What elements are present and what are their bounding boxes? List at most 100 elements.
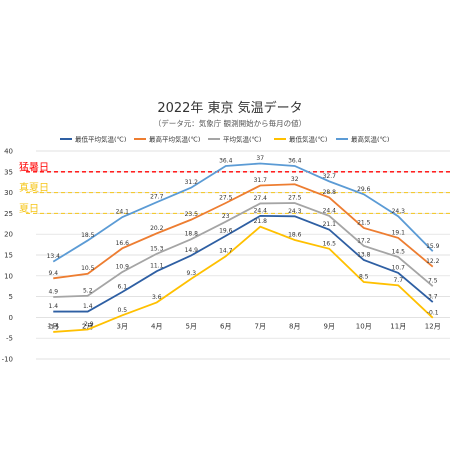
y-tick-label: 15 (4, 252, 13, 260)
legend-1-label: 最低平均気温(℃) (75, 135, 126, 144)
legend-4-label: 最低気温(℃) (289, 135, 327, 144)
data-label: 20.2 (150, 225, 164, 232)
data-label: 7.7 (393, 277, 403, 284)
data-label: 36.4 (288, 157, 302, 164)
data-label: 18.6 (288, 232, 302, 239)
data-label: 0.5 (117, 307, 127, 314)
data-label: 24.1 (116, 209, 130, 216)
data-label: 17.2 (357, 237, 371, 244)
data-label: 23.5 (185, 211, 199, 218)
x-tick-label: 10月 (356, 322, 372, 330)
data-label: 5.2 (83, 287, 93, 294)
data-label: 9.4 (48, 270, 58, 277)
data-label: 16.5 (323, 240, 337, 247)
data-label: 8.5 (359, 274, 369, 281)
data-label: 32 (291, 176, 299, 183)
data-label: 24.3 (392, 208, 406, 215)
data-label: 27.5 (288, 195, 302, 202)
x-tick-label: 11月 (390, 322, 406, 330)
reference-label-3: 夏日 (19, 203, 39, 215)
data-label: -0.1 (427, 309, 439, 316)
series-line-4 (53, 225, 434, 333)
data-label: 27.4 (254, 195, 268, 202)
data-label: 27.5 (219, 195, 233, 202)
y-tick-label: 5 (9, 293, 13, 301)
reference-label-1: 猛暑日 (19, 161, 49, 173)
data-label: 29.6 (357, 186, 371, 193)
chart-title: 2022年 東京 気温データ (157, 100, 302, 116)
data-label: -3.5 (47, 323, 59, 330)
x-tick-label: 4月 (151, 322, 162, 330)
data-labels: 1.4 1.4 6.1 11.1 14.9 19.6 24.4 24.3 21.1 13.8 10.… (47, 155, 440, 330)
data-label: 36.4 (219, 157, 233, 164)
data-label: 24.4 (254, 207, 268, 214)
data-label: 10.7 (392, 264, 406, 271)
data-label: 3.6 (152, 294, 162, 301)
legend: 最低平均気温(℃) 最高平均気温(℃) 平均気温(℃) 最低気温(℃) 最高気温(℃) (60, 135, 389, 144)
y-tick-label: 25 (4, 210, 13, 218)
y-tick-label: 40 (4, 148, 13, 156)
series-line-1 (53, 214, 434, 313)
x-tick-label: 12月 (425, 322, 441, 330)
x-tick-label: 2月 (82, 322, 93, 330)
data-label: 24.3 (288, 208, 302, 215)
series-line-3 (53, 202, 434, 298)
y-tick-label: 35 (4, 168, 13, 176)
data-label: 21.8 (254, 218, 268, 225)
series-line-2 (53, 183, 434, 280)
x-tick-label: 7月 (255, 322, 266, 330)
data-label: 3.7 (428, 294, 438, 301)
data-label: 37 (256, 155, 264, 162)
legend-2-label: 最高平均気温(℃) (149, 135, 200, 144)
data-label: 7.5 (428, 278, 438, 285)
y-tick-label: 0 (9, 314, 13, 322)
data-label: 23 (222, 213, 230, 220)
series-line-5 (52, 162, 434, 263)
data-label: 10.5 (81, 265, 95, 272)
y-tick-label: -5 (6, 335, 13, 343)
gridlines (36, 150, 450, 360)
data-label: 13.4 (47, 253, 61, 260)
x-tick-label: 8月 (289, 322, 300, 330)
data-label: 12.2 (426, 258, 440, 265)
series-lines (52, 162, 434, 333)
x-tick-label: 3月 (117, 322, 128, 330)
data-label: 18.8 (185, 231, 199, 238)
data-label: 10.9 (116, 264, 130, 271)
data-label: 31.2 (185, 179, 199, 186)
y-tick-label: 30 (4, 189, 13, 197)
data-label: 16.6 (116, 240, 130, 247)
data-label: 1.4 (48, 303, 58, 310)
data-label: 9.3 (186, 270, 196, 277)
data-label: 14.9 (185, 247, 199, 254)
legend-5-label: 最高気温(℃) (351, 135, 389, 144)
x-tick-label: 9月 (324, 322, 335, 330)
data-label: 11.1 (150, 263, 164, 270)
data-label: 19.1 (392, 229, 406, 236)
data-label: 21.1 (323, 221, 337, 228)
data-label: 1.4 (83, 303, 93, 310)
legend-3-label: 平均気温(℃) (223, 135, 261, 144)
data-label: 15.3 (150, 245, 164, 252)
x-axis: 1月 2月 3月 4月 5月 6月 7月 8月 9月 10月 11月 12月 (48, 322, 441, 330)
chart-subtitle: （データ元：気象庁 観測開始から毎月の値） (154, 118, 306, 128)
x-tick-label: 5月 (186, 322, 197, 330)
x-tick-label: 1月 (48, 322, 59, 330)
y-tick-label: 20 (4, 231, 13, 239)
data-label: 19.6 (219, 227, 233, 234)
reference-label-2: 真夏日 (19, 181, 49, 194)
data-label: 14.5 (392, 249, 406, 256)
y-tick-label: 10 (4, 272, 13, 280)
data-label: -2.9 (82, 321, 94, 328)
x-tick-label: 6月 (220, 322, 231, 330)
data-label: 18.5 (81, 232, 95, 239)
data-label: 21.5 (357, 219, 371, 226)
data-label: 14.7 (219, 248, 233, 255)
y-axis: -10 -5 0 5 10 15 20 25 30 35 40 (2, 148, 13, 364)
data-label: 4.9 (48, 289, 58, 296)
data-label: 15.9 (426, 243, 440, 250)
data-label: 13.8 (357, 251, 371, 258)
